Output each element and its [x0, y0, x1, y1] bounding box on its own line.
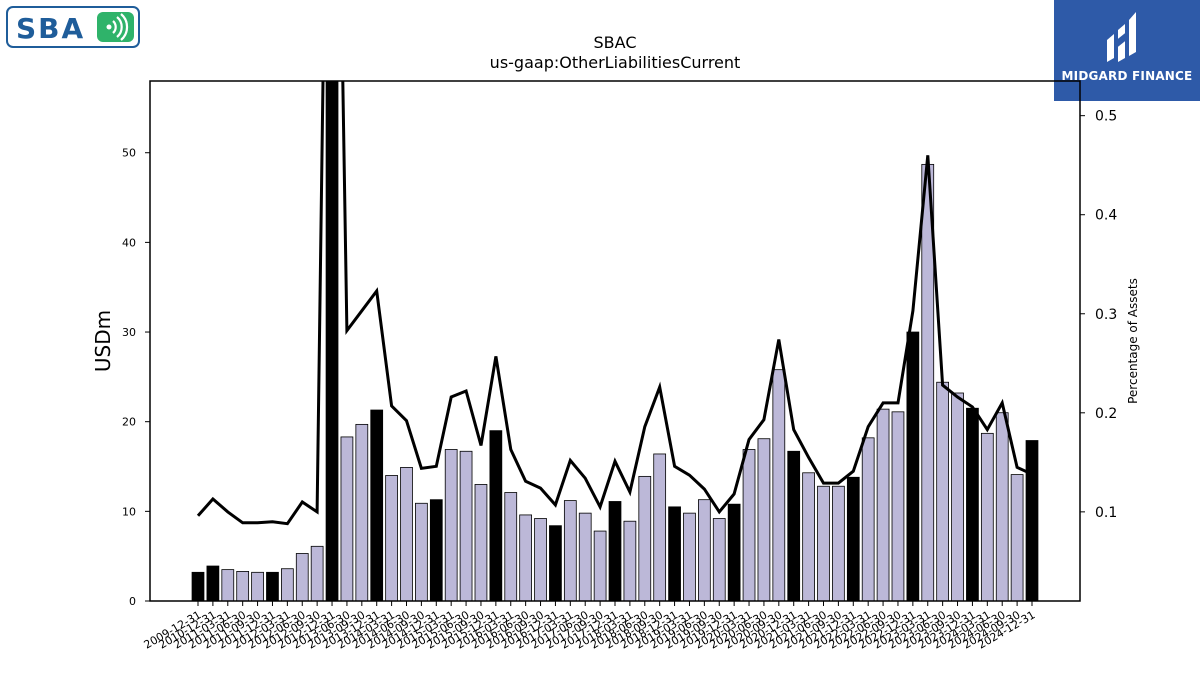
bar-2015-06-30: [459, 450, 473, 602]
bar-2016-12-31: [549, 525, 562, 602]
bar-2019-06-30: [698, 499, 711, 602]
bar-2021-03-31: [802, 472, 815, 602]
bar-2012-12-31: [325, 80, 339, 602]
bar-2022-09-30: [891, 411, 905, 602]
signal-icon: [97, 12, 134, 42]
midgard-finance-logo: MIDGARD FINANCE: [1054, 0, 1200, 101]
bar-2013-12-31: [370, 409, 384, 602]
y2-tick-label: 0.2: [1095, 406, 1117, 422]
y-tick-label: 10: [122, 505, 136, 518]
midgard-finance-text: MIDGARD FINANCE: [1061, 69, 1193, 83]
bar-2017-06-30: [578, 512, 592, 602]
percentage-of-assets-line: [196, 81, 1033, 526]
y2-tick-label: 0.5: [1095, 109, 1117, 125]
bar-2018-09-30: [653, 453, 667, 602]
bar-2023-06-30: [936, 381, 950, 602]
y2-tick-label: 0.4: [1095, 208, 1117, 224]
left-axis-ticks: 0 10 20 30 40 50: [122, 147, 150, 608]
sba-logo: SBA: [6, 6, 140, 48]
y-tick-label: 40: [122, 236, 136, 249]
midgard-emblem-icon: [1107, 12, 1136, 62]
bar-2012-06-30: [295, 553, 309, 602]
y2-tick-label: 0.1: [1095, 505, 1117, 521]
bar-2020-06-30: [757, 438, 771, 602]
line-series: [196, 81, 1033, 526]
bar-2022-12-31: [906, 331, 920, 602]
y-tick-label: 30: [122, 326, 136, 339]
chart-title: SBAC: [594, 33, 637, 52]
bar-2015-12-31: [489, 430, 503, 602]
bar-2017-12-31: [608, 501, 622, 602]
bar-2014-12-31: [429, 499, 443, 602]
bar-2021-09-30: [832, 485, 845, 602]
bar-2023-12-31: [966, 407, 979, 602]
y2-tick-label: 0.3: [1095, 307, 1117, 323]
y-axis-label: USDm: [91, 310, 115, 372]
bar-2017-03-31: [563, 500, 577, 602]
y-tick-label: 0: [129, 595, 136, 608]
bar-2018-06-30: [638, 475, 652, 602]
bar-2012-03-31: [280, 568, 294, 602]
bar-2019-03-31: [683, 512, 696, 602]
bar-2018-03-31: [623, 520, 637, 602]
y2-axis-label: Percentage of Assets: [1126, 278, 1140, 404]
bar-2022-03-31: [861, 437, 875, 602]
bar-2021-06-30: [817, 485, 830, 602]
bar-2012-09-30: [310, 545, 324, 602]
sba-logo-text: SBA: [16, 12, 86, 45]
bar-2014-03-31: [385, 475, 398, 602]
bar-2017-09-30: [593, 530, 607, 602]
bar-2020-03-31: [742, 449, 756, 602]
right-axis-ticks: 0.1 0.2 0.3 0.4 0.5: [1080, 109, 1117, 521]
bar-2024-09-30: [1010, 474, 1024, 602]
bar-2024-06-30: [995, 412, 1009, 602]
bar-2020-12-31: [787, 450, 801, 602]
bar-2013-06-30: [340, 436, 354, 602]
bar-2024-12-31: [1025, 440, 1039, 602]
bar-2021-12-31: [846, 476, 860, 602]
bar-2023-09-30: [951, 392, 964, 602]
y-tick-label: 50: [122, 147, 136, 160]
bar-2018-12-31: [668, 506, 681, 602]
bar-2022-06-30: [876, 408, 890, 602]
bar-2011-06-30: [236, 571, 250, 602]
bar-2015-09-30: [474, 484, 488, 602]
bar-2013-09-30: [355, 423, 369, 602]
bar-2011-09-30: [251, 571, 264, 602]
bar-2016-03-31: [504, 492, 518, 602]
bar-2024-03-31: [980, 432, 994, 602]
bar-2011-03-31: [221, 569, 235, 602]
y-tick-label: 20: [122, 416, 136, 429]
bar-2014-06-30: [400, 467, 413, 602]
x-axis-ticks: 2009-12-312010-12-312011-03-312011-06-30…: [142, 601, 1038, 652]
bar-2011-12-31: [266, 571, 279, 602]
bar-2020-09-30: [772, 369, 786, 602]
bar-2016-06-30: [519, 514, 533, 602]
bar-2010-12-31: [206, 565, 220, 602]
bar-2015-03-31: [444, 449, 458, 602]
bar-2009-12-31: [191, 571, 205, 602]
bar-2019-09-30: [712, 518, 726, 602]
bar-series: [191, 80, 1039, 602]
chart-subtitle: us-gaap:OtherLiabilitiesCurrent: [490, 53, 741, 72]
bar-2014-09-30: [415, 502, 428, 602]
bar-2019-12-31: [727, 503, 741, 602]
bar-2016-09-30: [534, 518, 547, 602]
